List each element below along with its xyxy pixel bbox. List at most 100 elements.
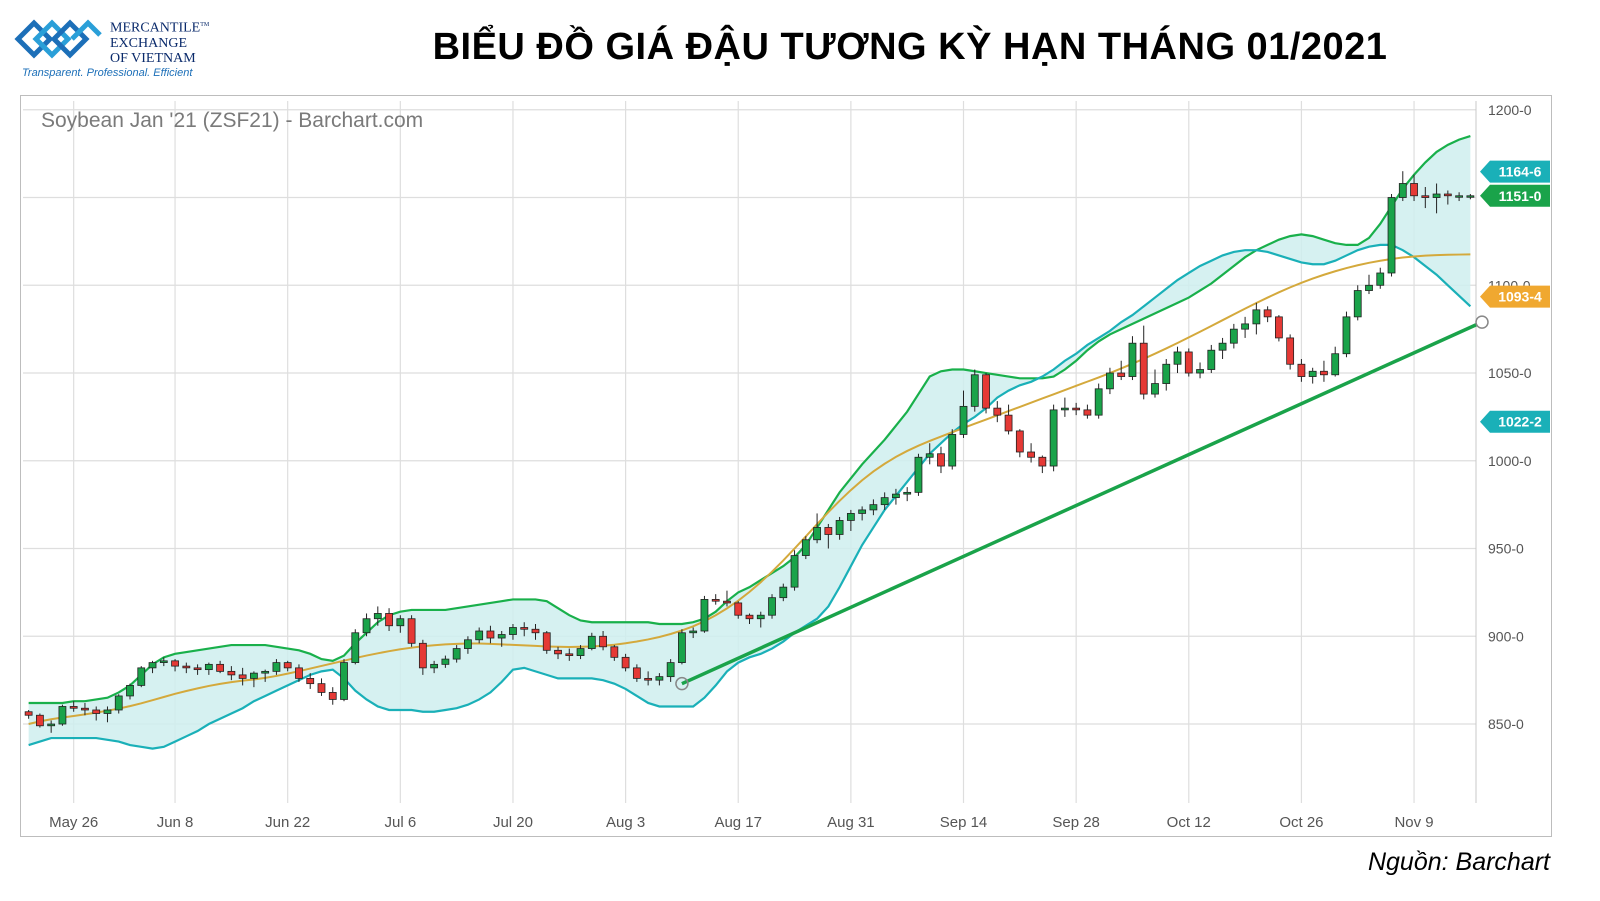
candle-body: [1015, 430, 1024, 453]
candle-body: [632, 667, 641, 679]
chart-title: Soybean Jan '21 (ZSF21) - Barchart.com: [41, 109, 423, 132]
candle-body: [69, 706, 78, 709]
candle: [1320, 360, 1328, 382]
candle: [982, 373, 990, 414]
candle-body: [430, 663, 439, 669]
candle: [193, 664, 202, 675]
candle: [1274, 315, 1283, 342]
candle: [486, 625, 495, 644]
candle: [497, 631, 506, 647]
candle: [542, 631, 551, 654]
candle-body: [92, 709, 101, 714]
candle-body: [1410, 183, 1418, 197]
candle-body: [497, 634, 506, 639]
upper-band-line: [28, 135, 1471, 705]
candle: [238, 667, 247, 686]
candle: [892, 488, 900, 505]
logo-line-3: OF VIETNAM: [110, 50, 196, 66]
candle-body: [1072, 407, 1081, 411]
candle: [385, 608, 393, 632]
candle: [126, 683, 134, 700]
candle-body: [993, 407, 1002, 416]
candle: [204, 662, 213, 675]
candle-body: [621, 656, 630, 669]
candle-body: [1196, 369, 1204, 374]
candle: [1027, 443, 1035, 463]
candle-body: [1274, 316, 1283, 339]
candle-body: [1263, 309, 1272, 318]
candle: [441, 655, 450, 668]
candle: [1331, 346, 1340, 377]
candle: [948, 429, 957, 470]
candle-body: [1027, 451, 1035, 458]
candle: [801, 536, 810, 560]
candle: [1342, 311, 1351, 358]
candle-body: [824, 527, 833, 535]
candle-body: [261, 670, 270, 674]
candle: [1004, 404, 1013, 435]
candle-body: [1241, 323, 1249, 330]
candle-body: [1308, 370, 1317, 377]
candle-body: [250, 672, 258, 679]
candle-body: [1455, 195, 1463, 198]
candle: [734, 601, 743, 619]
mxv-logo-icon: [14, 19, 102, 59]
candle-body: [418, 642, 427, 669]
candle: [1015, 429, 1024, 458]
candle-body: [520, 627, 529, 630]
candle-body: [216, 663, 225, 672]
candle: [1410, 174, 1418, 202]
candle-body: [81, 707, 89, 711]
candle: [1207, 344, 1216, 374]
candle-body: [599, 635, 607, 648]
candle-body: [283, 662, 292, 669]
candle: [1229, 323, 1238, 349]
candle-body: [756, 614, 765, 620]
candle-body: [970, 374, 979, 407]
candle-body: [959, 405, 968, 435]
band-fill: [28, 136, 1471, 749]
candle: [1038, 455, 1047, 474]
candle: [58, 704, 67, 726]
candle: [723, 590, 731, 607]
candle-body: [441, 658, 450, 665]
candle: [430, 660, 439, 674]
candle: [1297, 358, 1306, 382]
price-label: 1022-2: [1480, 410, 1550, 433]
candle: [565, 648, 574, 661]
trend-anchor-end: [1475, 315, 1489, 329]
candle-body: [328, 692, 337, 700]
candle: [880, 492, 889, 510]
candle: [1398, 171, 1407, 202]
candle-body: [1151, 383, 1159, 395]
candle: [768, 594, 776, 619]
candle-body: [227, 670, 236, 676]
price-label-tag: [1480, 184, 1550, 207]
candle: [216, 660, 225, 674]
candle: [1184, 348, 1193, 377]
candle: [159, 657, 168, 667]
candle: [824, 523, 833, 549]
candle-body: [610, 646, 619, 658]
candle: [1353, 285, 1362, 321]
candle: [69, 701, 78, 712]
candle-body: [869, 504, 878, 511]
candle: [351, 629, 360, 665]
x-tick-label: Aug 17: [714, 814, 762, 831]
candle-body: [711, 599, 720, 602]
candle-body: [1466, 195, 1475, 198]
candle: [846, 509, 855, 531]
candle-body: [655, 676, 664, 681]
candle: [1241, 316, 1249, 338]
logo-line-2: EXCHANGE: [110, 35, 187, 51]
candle-body: [1094, 388, 1103, 416]
candle: [689, 627, 698, 639]
candle: [700, 595, 709, 633]
candle-body: [768, 597, 776, 616]
candle: [903, 487, 912, 502]
x-tick-label: Jun 8: [157, 814, 194, 831]
candle-body: [644, 677, 653, 681]
candle: [317, 678, 326, 696]
candle: [137, 666, 146, 688]
candle-body: [880, 497, 889, 506]
